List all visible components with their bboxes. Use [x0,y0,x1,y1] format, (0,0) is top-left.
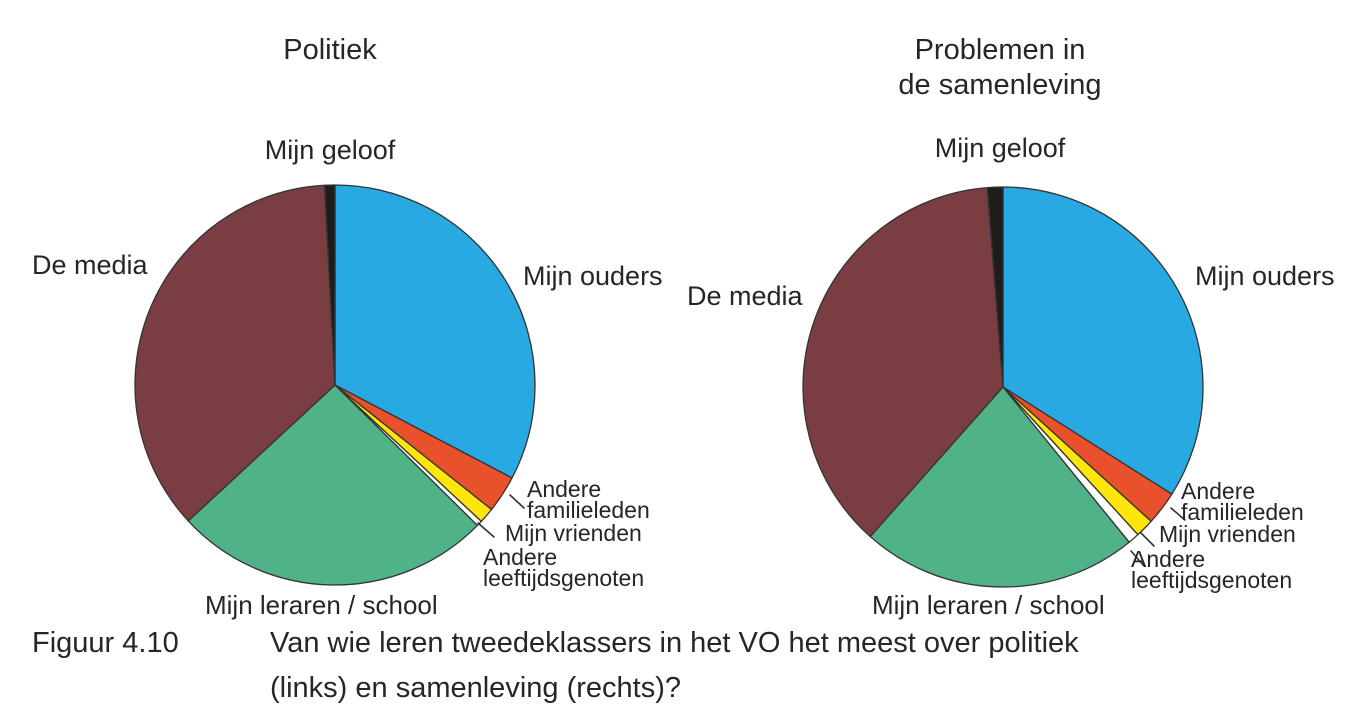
right-label-mijn-ouders: Mijn ouders [1195,261,1335,291]
leader-line-vrienden [1140,532,1155,547]
left-label-andere-leeftijdsgenoten: Andere leeftijdsgenoten [483,544,645,591]
left-label-mijn-vrienden: Mijn vrienden [505,520,642,546]
right-chart-title-line1: Problemen in [914,34,1086,66]
pie-slices [802,186,1204,588]
pie-slice-mijn-leraren-school [187,384,479,586]
pie-slice-mijn-ouders [1002,186,1204,495]
right-label-andere-leeftijdsgenoten: Andere leeftijdsgenoten [1131,546,1293,593]
pie-slice-mijn-geloof [323,184,336,386]
caption-line2: (links) en samenleving (rechts)? [270,672,681,704]
pie-slice-mijn-leraren-school [869,386,1130,588]
pie-slice-mijn-ouders [334,184,536,479]
left-chart-title: Politiek [283,34,377,66]
right-chart-title-line2: de samenleving [898,69,1102,101]
pie-slice-mijn-geloof [986,186,1004,388]
right-pie-chart [802,186,1204,588]
pie-slice-de-media [802,186,1004,538]
right-chart-title: Problemen in de samenleving [880,33,1120,103]
caption-label: Figuur 4.10 [32,627,179,659]
left-label-mijn-leraren-school: Mijn leraren / school [205,590,438,620]
left-label-andere-familieleden: Andere familieleden [527,476,650,523]
right-label-andere-familieleden: Andere familieleden [1181,478,1304,525]
leader-line-leeftijdsgenoten [1130,550,1145,567]
left-label-mijn-ouders: Mijn ouders [523,261,663,291]
right-label-de-media: De media [687,281,803,311]
left-pie-chart [134,184,536,586]
left-label-mijn-geloof: Mijn geloof [264,135,396,165]
pie-slice-de-media [134,184,336,522]
leader-line-vrienden [477,522,495,538]
caption-line1: Van wie leren tweedeklassers in het VO h… [270,627,1079,659]
right-label-mijn-geloof: Mijn geloof [934,133,1066,163]
right-label-mijn-leraren-school: Mijn leraren / school [872,590,1105,620]
leader-line-familieleden [509,494,525,509]
leader-line-familieleden [1170,507,1186,521]
pie-slices [134,184,536,586]
right-label-mijn-vrienden: Mijn vrienden [1159,521,1296,547]
left-label-de-media: De media [32,250,148,280]
